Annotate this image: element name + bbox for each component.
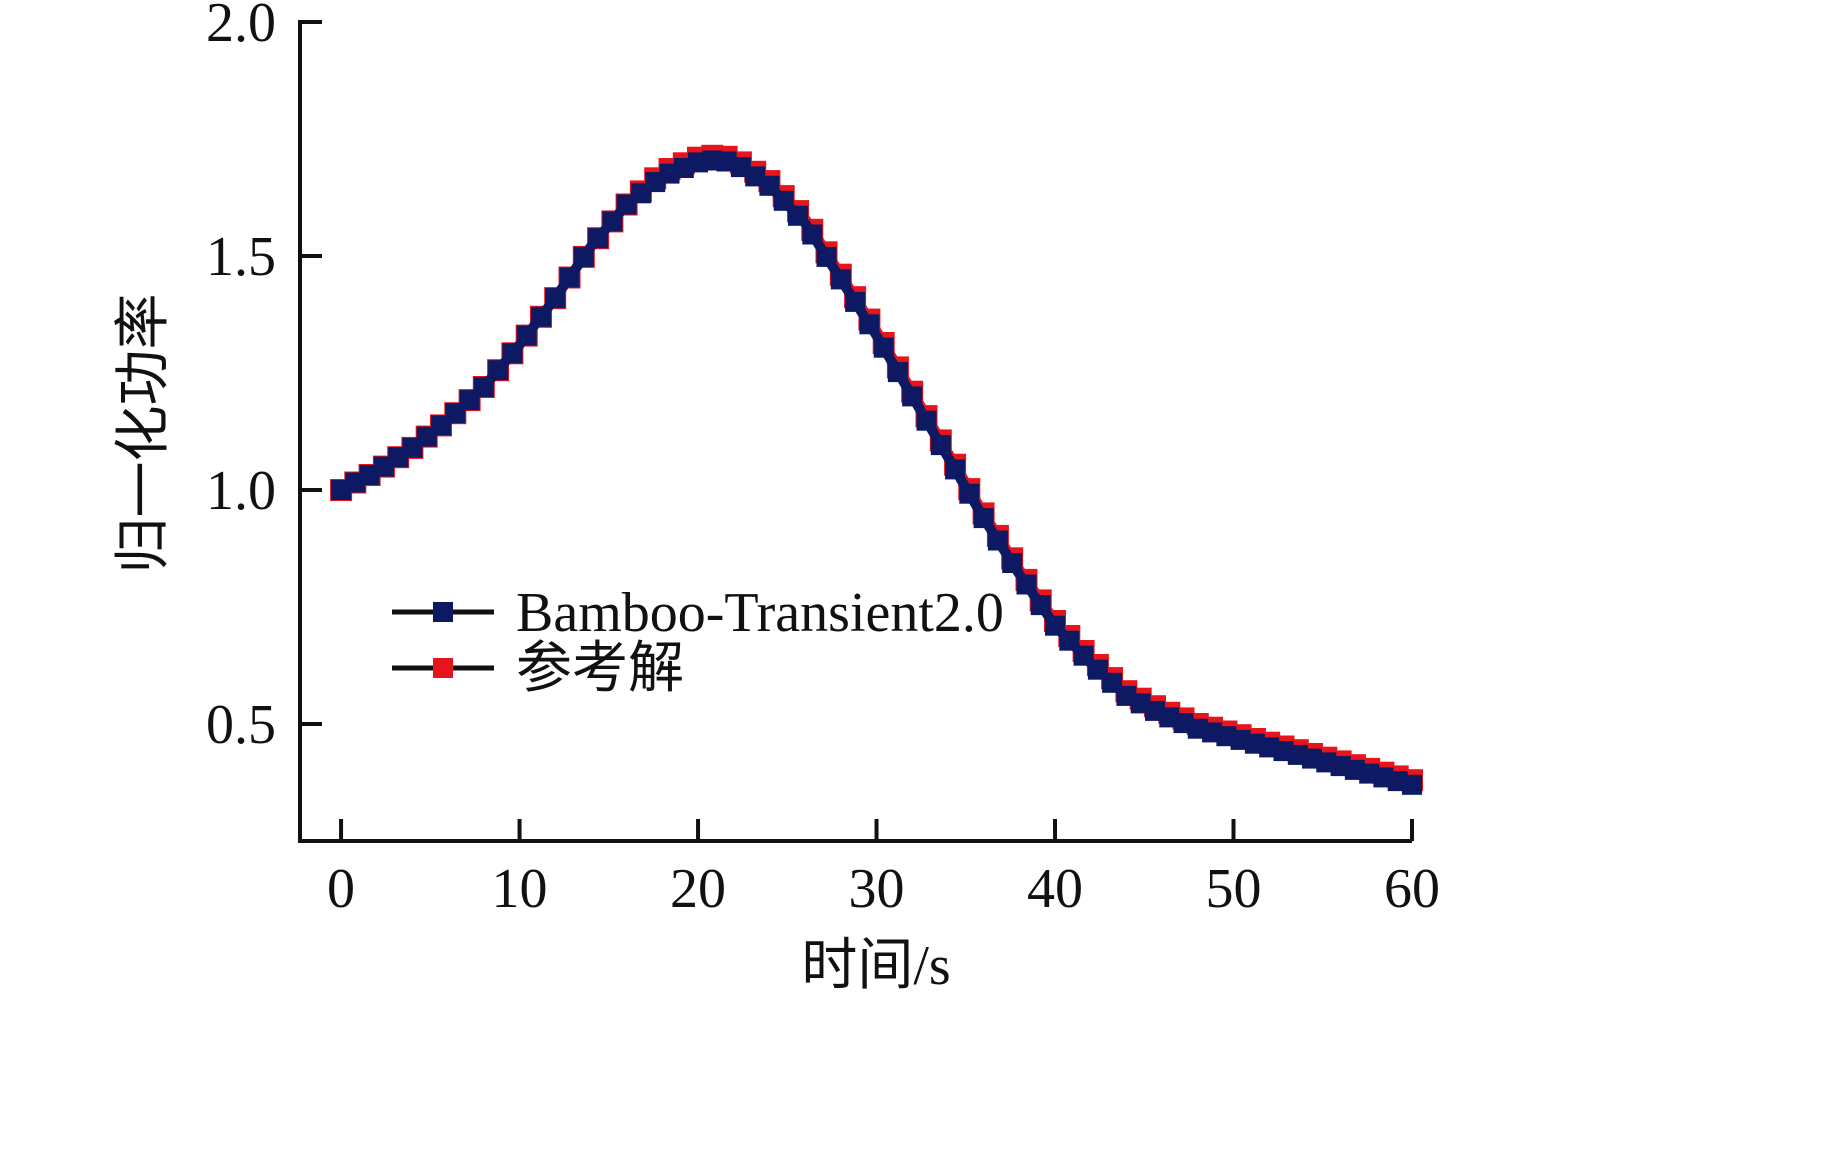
data-point-marker <box>816 246 837 267</box>
series-bamboo <box>331 150 1422 795</box>
x-tick-label: 50 <box>1206 858 1262 920</box>
data-point-marker <box>602 211 623 232</box>
legend: Bamboo-Transient2.0 参考解 <box>392 582 1004 700</box>
legend-label-reference: 参考解 <box>516 638 684 700</box>
legend-item-reference: 参考解 <box>392 638 684 700</box>
data-point-marker <box>559 267 580 288</box>
data-point-marker <box>502 343 523 364</box>
data-point-marker <box>516 325 537 346</box>
data-point-marker <box>830 269 851 290</box>
axes: 0.5 1.0 1.5 2.0 0 10 20 30 40 50 60 <box>206 0 1440 920</box>
data-point-marker <box>573 246 594 267</box>
x-tick-label: 40 <box>1027 858 1083 920</box>
legend-item-bamboo: Bamboo-Transient2.0 <box>392 582 1004 644</box>
x-tick-label: 20 <box>670 858 726 920</box>
y-tick-label: 0.5 <box>206 694 276 756</box>
x-tick-label: 0 <box>327 858 355 920</box>
y-ticks: 0.5 1.0 1.5 2.0 <box>206 0 322 756</box>
data-point-marker <box>859 314 880 335</box>
x-ticks: 0 10 20 30 40 50 60 <box>327 819 1440 920</box>
data-point-marker <box>1016 574 1037 595</box>
data-point-marker <box>973 508 994 529</box>
data-point-marker <box>588 228 609 249</box>
data-point-marker <box>916 410 937 431</box>
data-point-marker <box>987 530 1008 551</box>
data-point-marker <box>488 360 509 381</box>
data-point-marker <box>930 435 951 456</box>
x-tick-label: 30 <box>849 858 905 920</box>
x-axis-title: 时间/s <box>801 935 950 997</box>
y-tick-label: 1.0 <box>206 460 276 522</box>
data-point-marker <box>1030 595 1051 616</box>
plot-area <box>330 144 1423 795</box>
data-point-marker <box>887 362 908 383</box>
legend-label-bamboo: Bamboo-Transient2.0 <box>516 582 1004 644</box>
legend-marker-reference <box>433 658 453 678</box>
y-axis-title: 归一化功率 <box>113 294 175 574</box>
x-tick-label: 10 <box>492 858 548 920</box>
y-tick-label: 1.5 <box>206 226 276 288</box>
data-point-marker <box>873 337 894 358</box>
data-point-marker <box>945 459 966 480</box>
data-point-marker <box>902 386 923 407</box>
data-point-marker <box>531 306 551 327</box>
y-tick-label: 2.0 <box>206 0 276 54</box>
data-point-marker <box>473 377 494 397</box>
series-reference <box>330 144 1423 792</box>
data-point-marker <box>788 205 808 226</box>
data-point-marker <box>545 288 566 309</box>
series-line <box>338 155 1414 790</box>
data-point-marker <box>845 291 866 312</box>
data-point-marker <box>802 224 823 245</box>
series-layer <box>330 144 1423 795</box>
data-point-marker <box>1002 553 1023 573</box>
x-tick-label: 60 <box>1384 858 1440 920</box>
data-point-marker <box>1402 774 1422 795</box>
legend-marker-bamboo <box>433 602 453 622</box>
series-line <box>338 150 1414 786</box>
data-point-marker <box>959 483 980 504</box>
